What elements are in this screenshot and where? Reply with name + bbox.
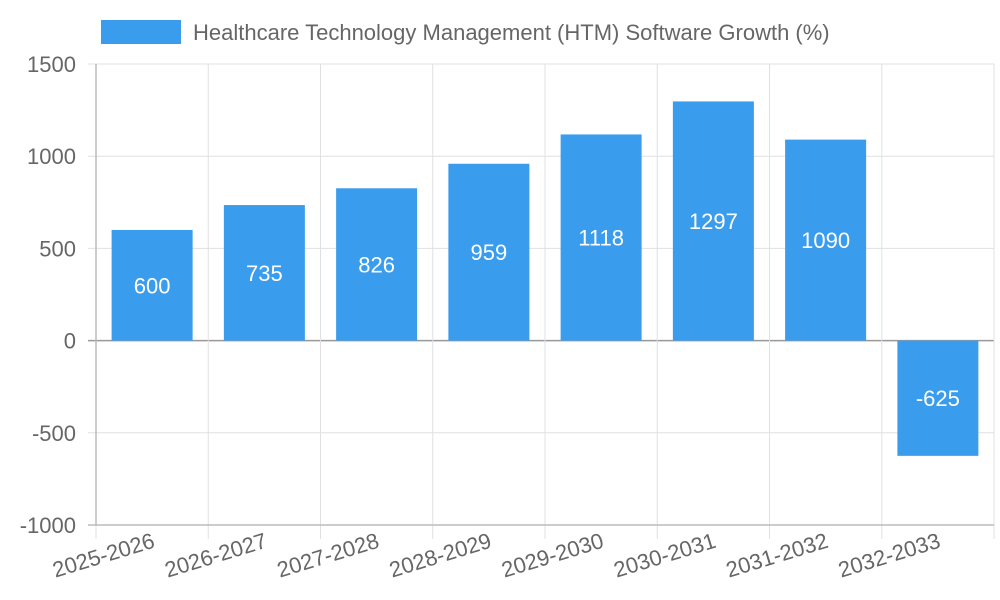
bar-value-label: 826 xyxy=(358,252,395,277)
bar xyxy=(223,205,305,341)
bars: 600 735 826 959 1118 1297 1090 -625 xyxy=(111,101,979,456)
y-tick-label: -1000 xyxy=(20,513,76,538)
x-tick-label: 2032-2033 xyxy=(835,528,943,583)
bar xyxy=(336,188,418,341)
bar-value-label: 735 xyxy=(246,261,283,286)
y-tick-label: 1000 xyxy=(27,144,76,169)
bar xyxy=(560,134,642,341)
bar xyxy=(111,229,193,341)
bar-value-label: 600 xyxy=(134,273,171,298)
bar-value-label: 1297 xyxy=(689,209,738,234)
y-tick-label: 0 xyxy=(64,329,76,354)
y-tick-label: -500 xyxy=(32,421,76,446)
x-tick-label: 2026-2027 xyxy=(162,528,270,583)
bar-value-label: 959 xyxy=(471,240,508,265)
bar xyxy=(448,163,530,341)
x-tick-label: 2031-2032 xyxy=(723,528,831,583)
legend-swatch xyxy=(101,20,181,44)
bar xyxy=(672,101,754,341)
bar-value-label: 1118 xyxy=(578,226,624,251)
bar-value-label: 1090 xyxy=(801,228,850,253)
legend[interactable]: Healthcare Technology Management (HTM) S… xyxy=(101,20,830,45)
x-tick-label: 2028-2029 xyxy=(386,528,494,583)
x-tick-label: 2027-2028 xyxy=(274,528,382,583)
y-tick-label: 500 xyxy=(39,236,76,261)
x-tick-label: 2029-2030 xyxy=(499,528,607,583)
legend-label: Healthcare Technology Management (HTM) S… xyxy=(193,20,830,45)
bar xyxy=(897,340,979,456)
y-tick-label: 1500 xyxy=(27,52,76,77)
x-tick-label: 2030-2031 xyxy=(611,528,719,583)
bar xyxy=(785,139,867,341)
bar-value-label: -625 xyxy=(916,386,960,411)
